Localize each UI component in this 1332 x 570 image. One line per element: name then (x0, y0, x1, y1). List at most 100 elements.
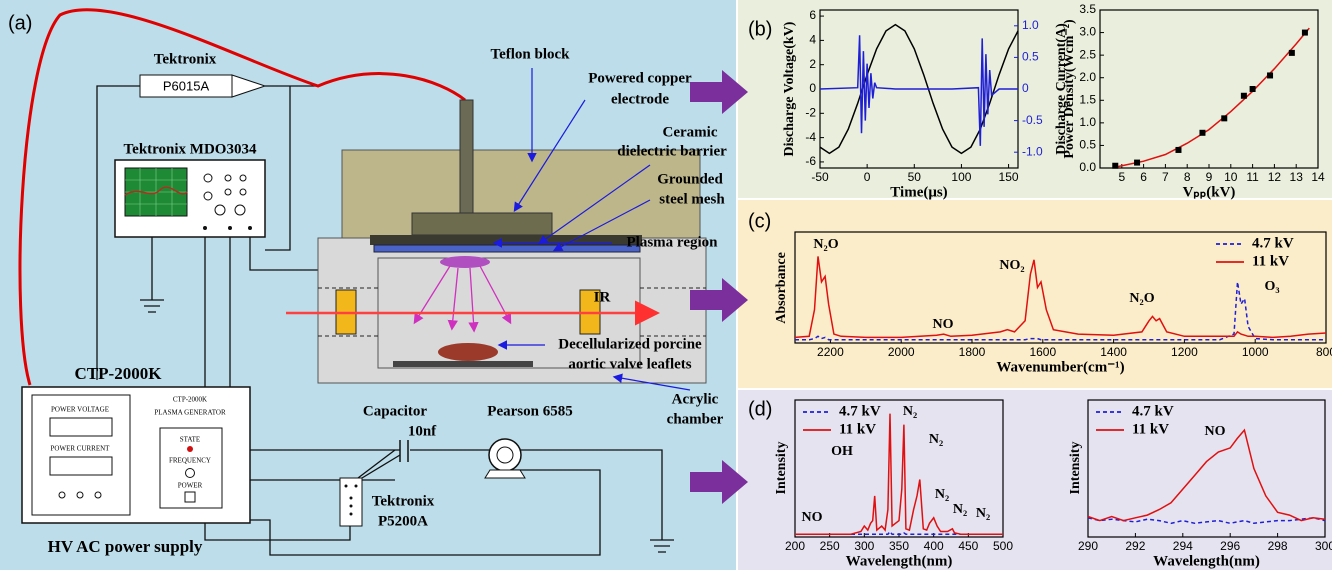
label: HV AC power supply (48, 537, 203, 556)
y-axis-label: Intensity (1068, 442, 1083, 495)
y-tick-label: 0.0 (1079, 160, 1096, 174)
label: CTP-2000K (75, 364, 163, 383)
label: aortic valve leaflets (568, 356, 691, 372)
x-tick-label: 2000 (888, 345, 915, 359)
annotation: O₃ (1264, 279, 1279, 294)
x-tick-label: 50 (908, 170, 922, 184)
x-tick-label: 300 (854, 539, 874, 553)
label: steel mesh (659, 191, 725, 207)
panel-label: (c) (748, 210, 771, 232)
annotation: N₂ (976, 506, 990, 521)
x-axis-label: Time(μs) (890, 184, 947, 200)
y-tick-label: 1.0 (1079, 115, 1096, 129)
panel-label: (a) (8, 12, 32, 34)
label: Teflon block (490, 46, 570, 62)
x-tick-label: 450 (958, 539, 978, 553)
y-tick-label: 4 (809, 33, 816, 47)
panel-text: POWER CURRENT (51, 445, 111, 453)
x-tick-label: 1000 (1242, 345, 1269, 359)
x-tick-label: 400 (924, 539, 944, 553)
y-axis-label: Discharge Voltage(kV) (782, 21, 797, 156)
y-axis-label: Intensity (774, 442, 789, 495)
x-tick-label: 12 (1268, 170, 1282, 184)
annotation: N₂ (929, 432, 943, 447)
legend-label: 11 kV (1132, 421, 1169, 437)
x-tick-label: 294 (1173, 539, 1193, 553)
y-axis-label: Absorbance (774, 252, 789, 324)
label: IR (594, 289, 611, 305)
y-tick-label: 2.0 (1079, 70, 1096, 84)
x-tick-label: 1400 (1100, 345, 1127, 359)
label: electrode (611, 91, 669, 107)
y-tick-label: -6 (805, 154, 816, 168)
label: P6015A (163, 78, 210, 93)
x-tick-label: 5 (1118, 170, 1125, 184)
y-tick-label: 0 (809, 81, 816, 95)
panel-text: POWER (178, 482, 203, 490)
x-tick-label: 290 (1078, 539, 1098, 553)
y2-tick-label: -0.5 (1022, 113, 1043, 127)
y-tick-label: 3.0 (1079, 25, 1096, 39)
point (1302, 30, 1308, 36)
label: Acrylic (672, 391, 719, 407)
y2-tick-label: 0 (1022, 81, 1029, 95)
y-tick-label: 2 (809, 57, 816, 71)
y-tick-label: -4 (805, 130, 816, 144)
label: Powered copper (588, 70, 692, 86)
y2-tick-label: 0.5 (1022, 50, 1039, 64)
x-tick-label: 1800 (959, 345, 986, 359)
x-axis-label: Wavenumber(cm⁻¹) (996, 359, 1124, 375)
hv-probe (340, 478, 362, 526)
label: Capacitor (363, 403, 427, 419)
x-tick-label: -50 (811, 170, 829, 184)
x-tick-label: 800 (1316, 345, 1332, 359)
label: Tektronix MDO3034 (124, 141, 257, 157)
panel-text: CTP-2000K (173, 396, 207, 404)
point (1267, 72, 1273, 78)
label: chamber (667, 411, 724, 427)
x-tick-label: 350 (889, 539, 909, 553)
x-tick-label: 2200 (817, 345, 844, 359)
x-tick-label: 292 (1125, 539, 1145, 553)
panel-label: (d) (748, 398, 772, 420)
y-tick-label: 3.5 (1079, 2, 1096, 16)
y2-tick-label: 1.0 (1022, 18, 1039, 32)
point (1112, 163, 1118, 169)
annotation: NO (933, 317, 954, 332)
x-tick-label: 7 (1162, 170, 1169, 184)
x-tick-label: 250 (820, 539, 840, 553)
annotation: N₂ (903, 404, 917, 419)
panel-text: FREQUENCY (169, 457, 211, 465)
point (1250, 86, 1256, 92)
legend-label: 4.7 kV (1132, 403, 1174, 419)
annotation: N₂ (935, 487, 949, 502)
point (1134, 160, 1140, 166)
x-tick-label: 298 (1268, 539, 1288, 553)
x-tick-label: 296 (1220, 539, 1240, 553)
x-tick-label: 13 (1290, 170, 1304, 184)
x-tick-label: 500 (993, 539, 1013, 553)
label: Pearson 6585 (487, 403, 572, 419)
y-axis-label: Power Density(Wcm⁻²) (1062, 19, 1077, 159)
annotation: N₂O (1129, 291, 1154, 306)
x-tick-label: 150 (999, 170, 1019, 184)
x-tick-label: 100 (951, 170, 971, 184)
x-axis-label: Wavelength(nm) (1153, 553, 1260, 569)
legend-label: 11 kV (1252, 253, 1289, 269)
annotation: NO₂ (999, 258, 1024, 273)
label: Plasma region (627, 234, 719, 250)
y-tick-label: 6 (809, 8, 816, 22)
panel-label: (b) (748, 18, 772, 40)
y-tick-label: -2 (805, 105, 816, 119)
legend-label: 4.7 kV (839, 403, 881, 419)
panel-text: POWER VOLTAGE (51, 406, 109, 414)
x-axis-label: Vₚₚ(kV) (1183, 184, 1236, 200)
label: Ceramic (663, 124, 718, 140)
x-tick-label: 1600 (1029, 345, 1056, 359)
annotation: NO (1205, 424, 1226, 439)
y-tick-label: 0.5 (1079, 138, 1096, 152)
annotation: N₂ (953, 502, 967, 517)
point (1241, 93, 1247, 99)
x-tick-label: 0 (864, 170, 871, 184)
label: Grounded (657, 171, 723, 187)
